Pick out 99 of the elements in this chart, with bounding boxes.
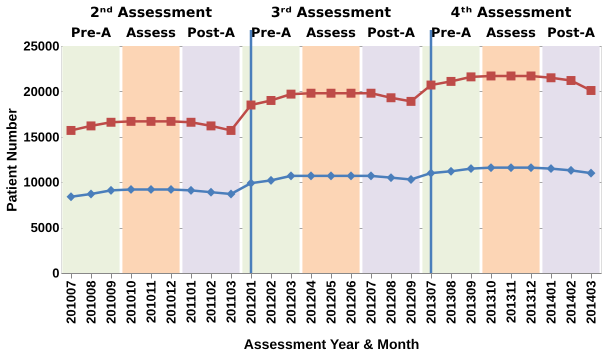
y-tick-label: 0 [52,266,60,280]
point [286,171,296,180]
point [406,96,416,106]
x-tick-label: 201206 [344,280,358,324]
x-tick-label: 201101 [184,280,198,324]
point [466,72,476,82]
x-tick-label: 201401 [544,280,558,324]
point [306,88,316,98]
point [66,192,76,202]
x-tick-label: 201309 [464,280,478,324]
x-tick-label: 201011 [144,280,158,324]
x-tick-label: 201204 [304,280,318,324]
point [326,171,336,180]
point [306,171,316,180]
x-tick-label: 201202 [264,280,278,324]
point [506,163,516,172]
point [366,171,376,180]
band-label: Post-A [187,26,235,41]
band-label: Pre-A [250,26,292,41]
y-axis-title: Patient Number [3,108,20,212]
x-tick-label: 201307 [424,280,438,324]
x-tick-label: 201207 [364,280,378,324]
x-tick-label: 201203 [284,280,298,324]
point [226,190,236,198]
x-tick-label: 201008 [84,280,98,324]
point [586,168,596,178]
point [206,121,216,130]
point [206,188,216,197]
point [266,176,276,185]
x-tick-label: 201208 [384,280,398,324]
x-tick-label: 201312 [524,280,538,324]
point [566,76,576,85]
point [166,184,176,194]
point [106,118,116,127]
band-label: Assess [306,26,356,41]
point [266,96,276,105]
point [186,118,196,127]
point [146,116,156,126]
x-tick-label: 201311 [504,280,518,324]
y-tick-label: 25000 [23,38,60,54]
x-tick-label: 201209 [404,280,418,324]
x-tick-label: 201012 [164,280,178,324]
point [546,164,556,174]
point [386,93,396,102]
point [126,116,136,126]
band-label: Assess [486,26,536,41]
point [166,116,176,126]
point [346,171,356,180]
point [506,71,516,80]
point [106,186,116,195]
x-tick-label: 201009 [104,280,118,324]
point [486,163,496,172]
point [446,76,456,86]
x-tick-label: 201102 [204,280,218,324]
point [446,166,456,176]
point [426,80,436,90]
band-label: Assess [126,26,176,41]
point [486,71,496,80]
point [546,73,556,82]
x-tick-label: 201310 [484,280,498,324]
x-tick-label: 201103 [224,280,238,324]
point [346,88,356,98]
point [86,121,96,130]
y-tick-label: 20000 [23,84,60,99]
text: 3ʳᵈ Assessment [270,5,392,21]
y-tick-label: 15000 [23,129,60,144]
point [406,175,416,184]
y-tick-label: 10000 [23,174,60,190]
point [386,173,396,182]
point [526,163,536,172]
x-tick-label: 201007 [64,280,78,324]
band-label: Pre-A [430,26,472,41]
text: 2ⁿᵈ Assessment [90,5,212,21]
x-tick-label: 201201 [244,280,258,324]
point [286,90,296,99]
point [246,100,256,110]
x-tick-label: 201010 [124,280,138,324]
point [526,71,536,80]
point [126,184,136,194]
band-label: Post-A [547,26,595,41]
x-tick-label: 201308 [444,280,458,324]
point [566,166,576,175]
x-axis-title: Assessment Year & Month [244,336,420,352]
x-tick-label: 201403 [584,280,598,324]
text: 4ᵗʰ Assessment [450,5,572,21]
band-label: Post-A [367,26,415,41]
band-label: Pre-A [70,26,112,41]
point [326,88,336,98]
x-tick-label: 201402 [564,280,578,324]
point [186,186,196,195]
point [226,126,236,135]
point [146,184,156,194]
point [86,190,96,198]
point [586,86,596,95]
point [466,164,476,174]
point [66,126,76,135]
y-tick-label: 5000 [30,220,60,236]
x-tick-label: 201205 [324,280,338,324]
point [366,88,376,98]
